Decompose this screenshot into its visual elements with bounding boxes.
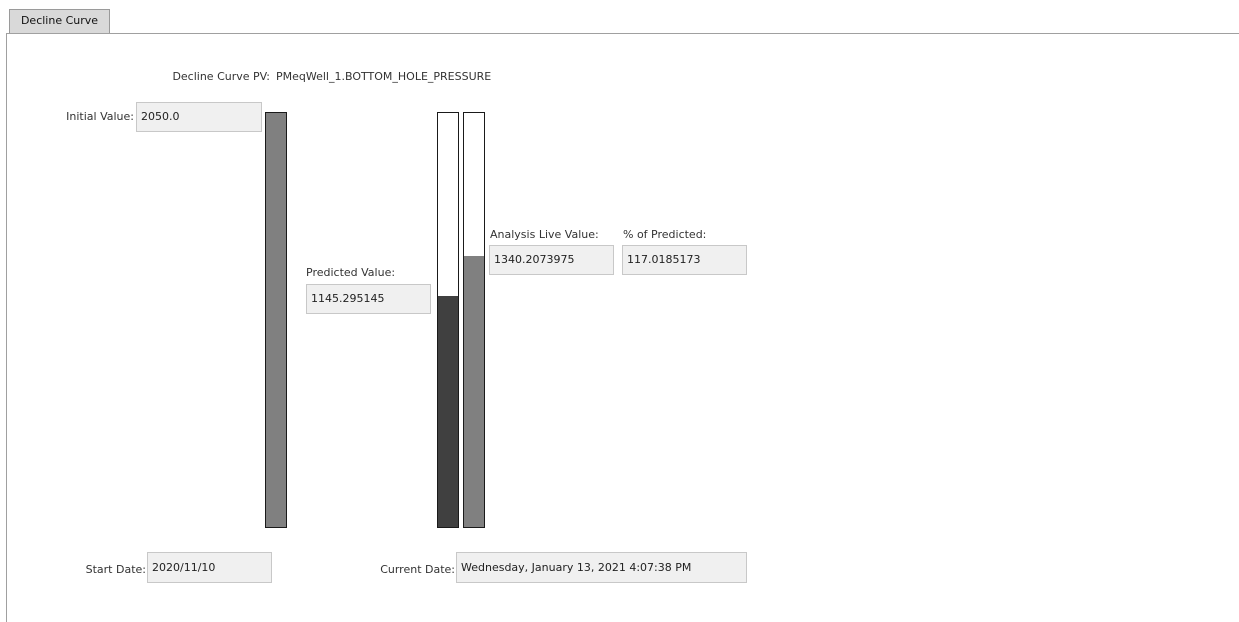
predicted-value-label: Predicted Value:	[306, 266, 396, 279]
live-value-field[interactable]: 1340.2073975	[489, 245, 614, 275]
initial-value-bar-fill	[266, 113, 286, 527]
tab-divider	[6, 33, 1239, 34]
live-value-bar-fill	[464, 256, 484, 527]
initial-value-field[interactable]: 2050.0	[136, 102, 262, 132]
live-value-bar	[463, 112, 485, 528]
percent-predicted-label: % of Predicted:	[623, 228, 707, 241]
start-date-field[interactable]: 2020/11/10	[147, 552, 272, 583]
predicted-value-field[interactable]: 1145.295145	[306, 284, 431, 314]
predicted-value-bar-fill	[438, 296, 458, 527]
current-date-field[interactable]: Wednesday, January 13, 2021 4:07:38 PM	[456, 552, 747, 583]
tab-strip: Decline Curve	[0, 0, 1239, 34]
initial-value-label: Initial Value:	[66, 110, 134, 123]
live-value-label: Analysis Live Value:	[490, 228, 599, 241]
percent-predicted-field[interactable]: 117.0185173	[622, 245, 747, 275]
pv-label: Decline Curve PV:	[172, 70, 270, 83]
pv-value: PMeqWell_1.BOTTOM_HOLE_PRESSURE	[276, 70, 492, 83]
start-date-label: Start Date:	[85, 563, 146, 576]
content-left-border	[6, 33, 7, 622]
initial-value-bar	[265, 112, 287, 528]
current-date-label: Current Date:	[380, 563, 455, 576]
predicted-value-bar	[437, 112, 459, 528]
tab-decline-curve[interactable]: Decline Curve	[9, 9, 110, 33]
